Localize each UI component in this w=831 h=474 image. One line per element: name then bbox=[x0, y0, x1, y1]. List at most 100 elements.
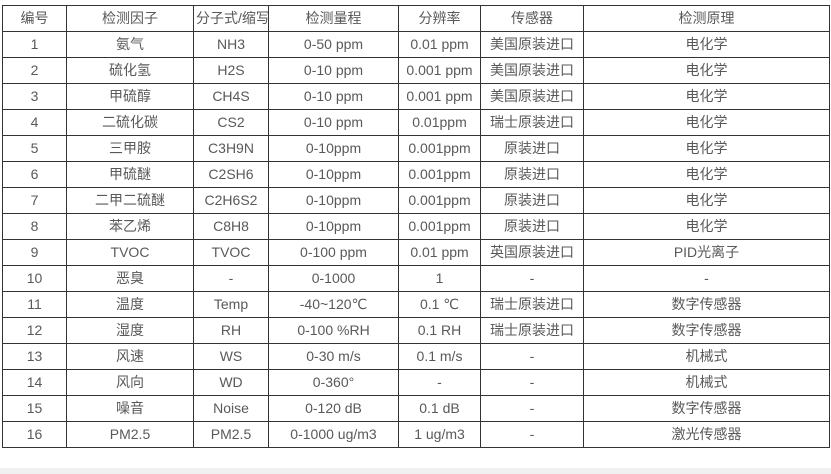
cell-number: 15 bbox=[2, 395, 67, 422]
cell-range: -40~120℃ bbox=[268, 291, 399, 318]
cell-factor: TVOC bbox=[66, 239, 194, 266]
cell-factor: 氨气 bbox=[66, 31, 194, 58]
table-row: 15 噪音 Noise 0-120 dB 0.1 dB - 数字传感器 bbox=[2, 395, 830, 422]
cell-formula: WS bbox=[193, 343, 269, 370]
cell-resolution: 1 ug/m3 bbox=[398, 421, 481, 448]
table-row: 13 风速 WS 0-30 m/s 0.1 m/s - 机械式 bbox=[2, 343, 830, 370]
cell-resolution: 0.001ppm bbox=[398, 135, 481, 162]
cell-principle: 数字传感器 bbox=[583, 395, 830, 422]
table-row: 8 苯乙烯 C8H8 0-10ppm 0.001ppm 原装进口 电化学 bbox=[2, 213, 830, 240]
cell-range: 0-1000 ug/m3 bbox=[268, 421, 399, 448]
cell-formula: NH3 bbox=[193, 31, 269, 58]
cell-range: 0-1000 bbox=[268, 265, 399, 292]
table-row: 5 三甲胺 C3H9N 0-10ppm 0.001ppm 原装进口 电化学 bbox=[2, 135, 830, 162]
cell-sensor: - bbox=[480, 343, 584, 370]
cell-sensor: - bbox=[480, 395, 584, 422]
cell-number: 5 bbox=[2, 135, 67, 162]
table-row: 9 TVOC TVOC 0-100 ppm 0.01 ppm 英国原装进口 PID光离子 bbox=[2, 239, 830, 266]
cell-formula: C2SH6 bbox=[193, 161, 269, 188]
cell-resolution: 0.1 dB bbox=[398, 395, 481, 422]
column-header-number: 编号 bbox=[2, 5, 67, 32]
cell-sensor: - bbox=[480, 265, 584, 292]
cell-factor: 风速 bbox=[66, 343, 194, 370]
cell-formula: C2H6S2 bbox=[193, 187, 269, 214]
cell-formula: H2S bbox=[193, 57, 269, 84]
cell-principle: 数字传感器 bbox=[583, 317, 830, 344]
table-row: 6 甲硫醚 C2SH6 0-10ppm 0.001ppm 原装进口 电化学 bbox=[2, 161, 830, 188]
cell-principle: 激光传感器 bbox=[583, 421, 830, 448]
cell-formula: PM2.5 bbox=[193, 421, 269, 448]
cell-principle: - bbox=[583, 265, 830, 292]
cell-formula: Temp bbox=[193, 291, 269, 318]
detection-factors-table: 编号 检测因子 分子式/缩写 检测量程 分辨率 传感器 检测原理 1 氨气 NH3 0-50 pp… bbox=[2, 5, 830, 448]
cell-number: 7 bbox=[2, 187, 67, 214]
cell-formula: C3H9N bbox=[193, 135, 269, 162]
cell-factor: 三甲胺 bbox=[66, 135, 194, 162]
cell-resolution: 0.001ppm bbox=[398, 187, 481, 214]
cell-sensor: 瑞士原装进口 bbox=[480, 109, 584, 136]
cell-principle: 机械式 bbox=[583, 343, 830, 370]
cell-factor: 甲硫醇 bbox=[66, 83, 194, 110]
cell-resolution: 0.01 ppm bbox=[398, 239, 481, 266]
cell-sensor: 美国原装进口 bbox=[480, 83, 584, 110]
cell-formula: CH4S bbox=[193, 83, 269, 110]
table-header-row: 编号 检测因子 分子式/缩写 检测量程 分辨率 传感器 检测原理 bbox=[2, 5, 830, 32]
cell-range: 0-10ppm bbox=[268, 135, 399, 162]
cell-sensor: 美国原装进口 bbox=[480, 57, 584, 84]
cell-number: 6 bbox=[2, 161, 67, 188]
cell-sensor: - bbox=[480, 421, 584, 448]
cell-formula: WD bbox=[193, 369, 269, 396]
cell-range: 0-10ppm bbox=[268, 161, 399, 188]
cell-factor: 二甲二硫醚 bbox=[66, 187, 194, 214]
cell-resolution: 1 bbox=[398, 265, 481, 292]
cell-number: 1 bbox=[2, 31, 67, 58]
cell-resolution: 0.1 ℃ bbox=[398, 291, 481, 318]
cell-number: 14 bbox=[2, 369, 67, 396]
cell-sensor: 原装进口 bbox=[480, 213, 584, 240]
cell-range: 0-10 ppm bbox=[268, 83, 399, 110]
cell-principle: 电化学 bbox=[583, 213, 830, 240]
cell-number: 13 bbox=[2, 343, 67, 370]
cell-number: 16 bbox=[2, 421, 67, 448]
cell-formula: CS2 bbox=[193, 109, 269, 136]
cell-resolution: 0.1 m/s bbox=[398, 343, 481, 370]
cell-sensor: 原装进口 bbox=[480, 187, 584, 214]
cell-principle: 电化学 bbox=[583, 187, 830, 214]
cell-sensor: 原装进口 bbox=[480, 161, 584, 188]
cell-factor: 温度 bbox=[66, 291, 194, 318]
cell-range: 0-10 ppm bbox=[268, 109, 399, 136]
cell-factor: 恶臭 bbox=[66, 265, 194, 292]
table-row: 3 甲硫醇 CH4S 0-10 ppm 0.001 ppm 美国原装进口 电化学 bbox=[2, 83, 830, 110]
table-row: 1 氨气 NH3 0-50 ppm 0.01 ppm 美国原装进口 电化学 bbox=[2, 31, 830, 58]
cell-range: 0-10ppm bbox=[268, 213, 399, 240]
cell-number: 2 bbox=[2, 57, 67, 84]
cell-range: 0-100 %RH bbox=[268, 317, 399, 344]
cell-principle: 电化学 bbox=[583, 57, 830, 84]
table-body: 1 氨气 NH3 0-50 ppm 0.01 ppm 美国原装进口 电化学 2 硫化氢 H2S 0-… bbox=[2, 31, 830, 448]
column-header-sensor: 传感器 bbox=[480, 5, 584, 32]
cell-resolution: 0.001 ppm bbox=[398, 83, 481, 110]
cell-resolution: 0.001ppm bbox=[398, 161, 481, 188]
cell-factor: 湿度 bbox=[66, 317, 194, 344]
cell-principle: 电化学 bbox=[583, 109, 830, 136]
table-row: 12 湿度 RH 0-100 %RH 0.1 RH 瑞士原装进口 数字传感器 bbox=[2, 317, 830, 344]
cell-range: 0-120 dB bbox=[268, 395, 399, 422]
column-header-formula: 分子式/缩写 bbox=[193, 5, 269, 32]
cell-formula: TVOC bbox=[193, 239, 269, 266]
column-header-factor: 检测因子 bbox=[66, 5, 194, 32]
cell-number: 12 bbox=[2, 317, 67, 344]
cell-factor: 风向 bbox=[66, 369, 194, 396]
cell-resolution: 0.01ppm bbox=[398, 109, 481, 136]
cell-range: 0-360° bbox=[268, 369, 399, 396]
cell-resolution: 0.001 ppm bbox=[398, 57, 481, 84]
cell-sensor: 瑞士原装进口 bbox=[480, 291, 584, 318]
column-header-resolution: 分辨率 bbox=[398, 5, 481, 32]
cell-number: 10 bbox=[2, 265, 67, 292]
cell-resolution: 0.1 RH bbox=[398, 317, 481, 344]
cell-sensor: - bbox=[480, 369, 584, 396]
table-row: 10 恶臭 -0-1000 1- - bbox=[2, 265, 830, 292]
cell-sensor: 原装进口 bbox=[480, 135, 584, 162]
cell-formula: Noise bbox=[193, 395, 269, 422]
cell-number: 8 bbox=[2, 213, 67, 240]
table-row: 7 二甲二硫醚 C2H6S2 0-10ppm 0.001ppm 原装进口 电化学 bbox=[2, 187, 830, 214]
